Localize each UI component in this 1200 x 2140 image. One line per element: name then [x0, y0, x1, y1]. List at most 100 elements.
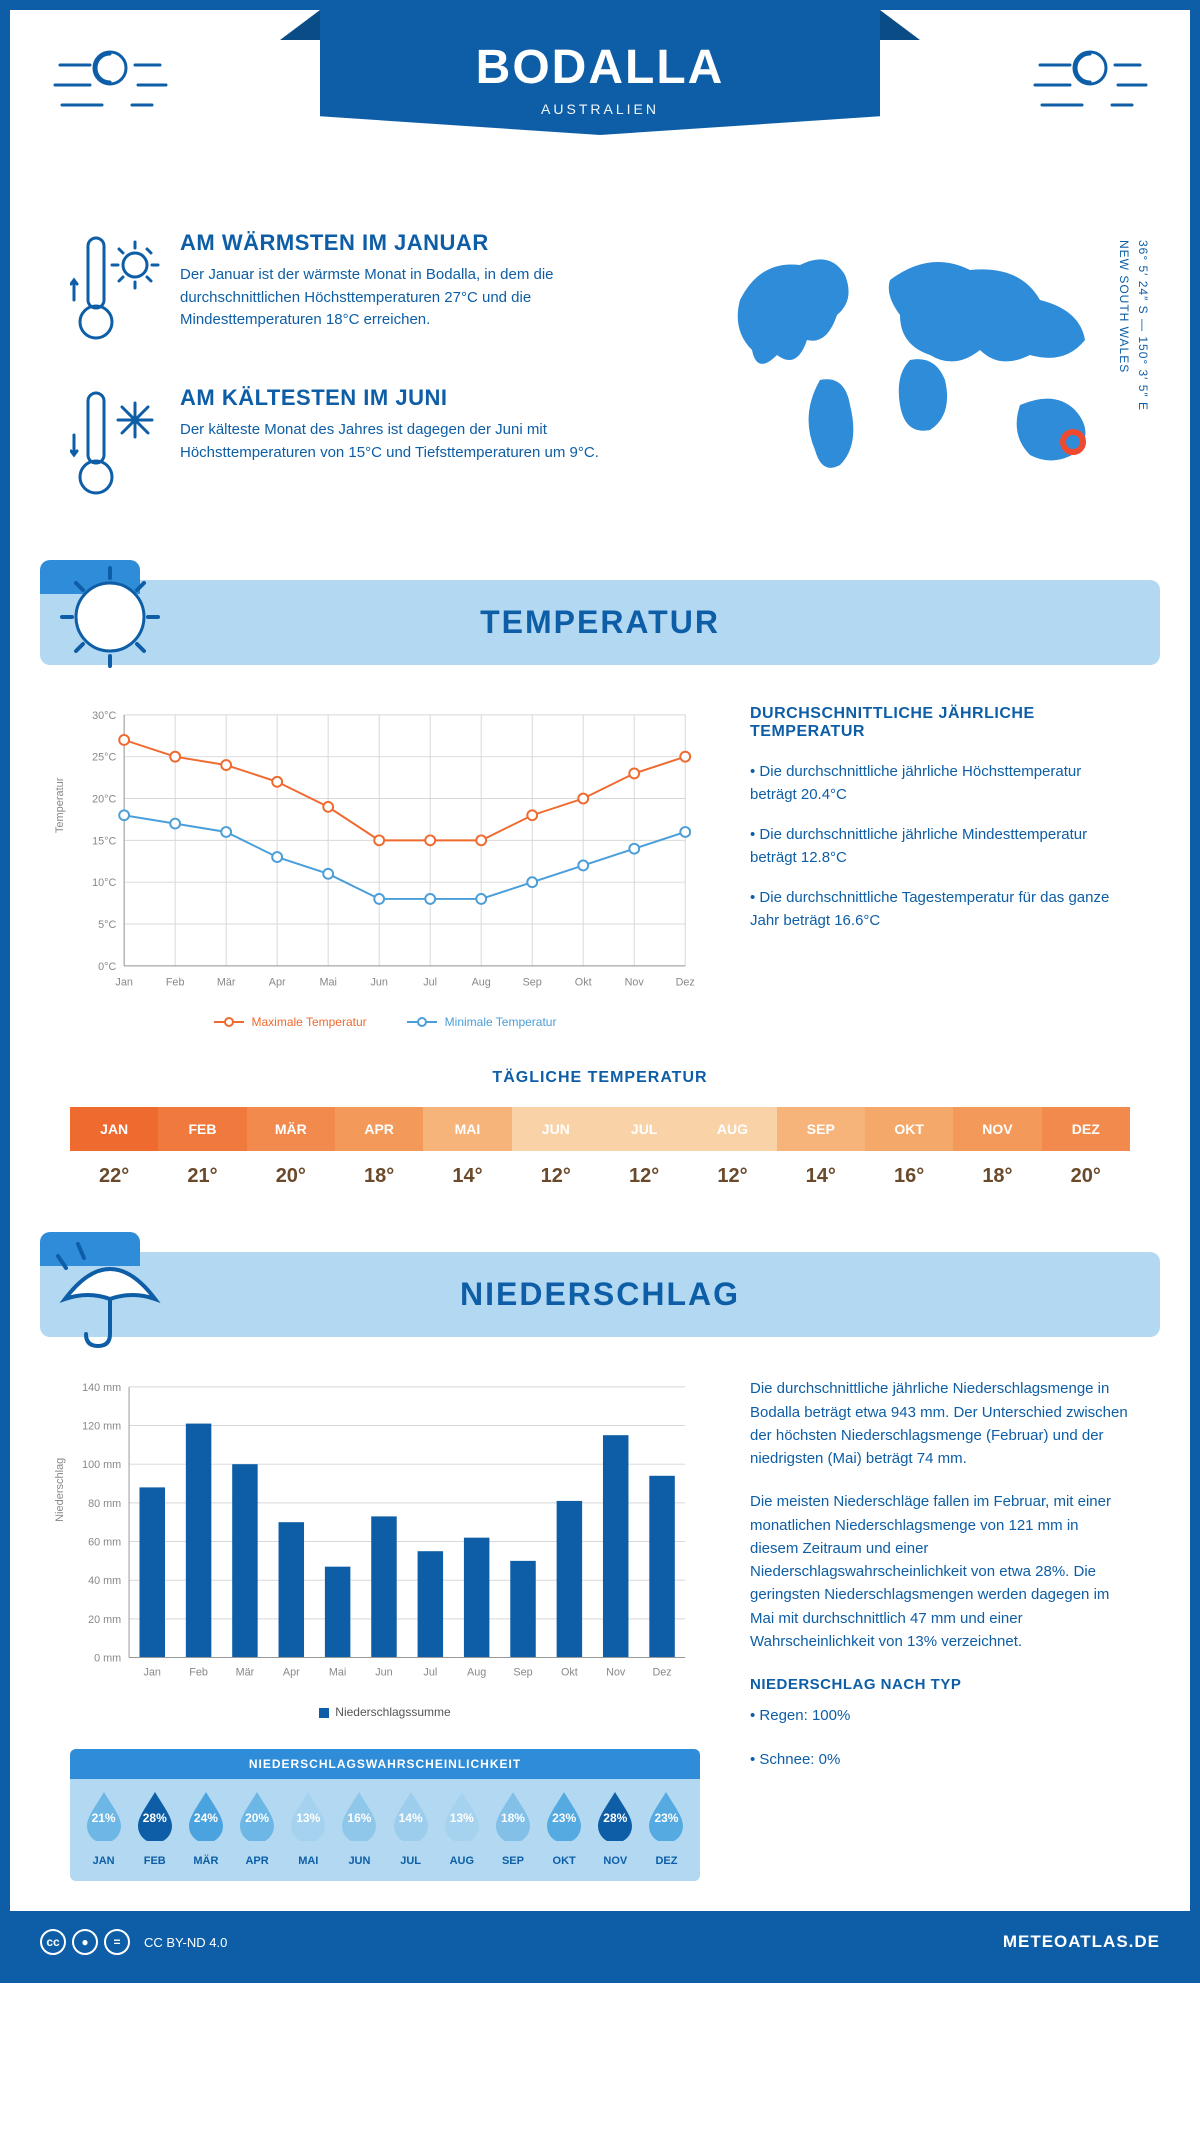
daily-value-cell: 20°	[247, 1151, 335, 1202]
prob-drop: 28%	[590, 1789, 641, 1841]
coordinates-label: 36° 5′ 24″ S — 150° 3′ 5″ ENEW SOUTH WAL…	[1114, 240, 1152, 411]
svg-text:0 mm: 0 mm	[94, 1653, 121, 1665]
daily-month-cell: MÄR	[247, 1107, 335, 1151]
daily-value-cell: 20°	[1042, 1151, 1130, 1202]
precip-type-rain: • Regen: 100%	[750, 1704, 1130, 1727]
precip-section-banner: NIEDERSCHLAG	[40, 1252, 1160, 1337]
daily-value-cell: 16°	[865, 1151, 953, 1202]
license-text: CC BY-ND 4.0	[144, 1935, 227, 1950]
country-subtitle: AUSTRALIEN	[340, 101, 860, 117]
precip-bar-chart: Niederschlag 0 mm20 mm40 mm60 mm80 mm100…	[70, 1377, 700, 1719]
svg-text:Jul: Jul	[423, 1667, 437, 1679]
daily-month-cell: APR	[335, 1107, 423, 1151]
prob-drop: 13%	[283, 1789, 334, 1841]
svg-text:Feb: Feb	[189, 1667, 208, 1679]
thermometer-cold-icon	[70, 385, 160, 510]
svg-text:Jun: Jun	[375, 1667, 392, 1679]
prob-month-label: OKT	[539, 1851, 590, 1867]
svg-text:15°C: 15°C	[92, 835, 116, 847]
precip-probability-table: NIEDERSCHLAGSWAHRSCHEINLICHKEIT 21%28%24…	[70, 1749, 700, 1881]
city-title: BODALLA	[340, 40, 860, 95]
daily-month-cell: SEP	[777, 1107, 865, 1151]
temp-summary-1: • Die durchschnittliche jährliche Höchst…	[750, 761, 1130, 806]
daily-month-cell: DEZ	[1042, 1107, 1130, 1151]
svg-text:30°C: 30°C	[92, 710, 116, 722]
daily-value-cell: 21°	[158, 1151, 246, 1202]
site-name: METEOATLAS.DE	[1003, 1932, 1160, 1952]
temp-y-axis-label: Temperatur	[54, 778, 66, 834]
svg-text:Nov: Nov	[625, 977, 645, 989]
daily-value-cell: 12°	[688, 1151, 776, 1202]
svg-text:Jun: Jun	[370, 977, 387, 989]
daily-month-cell: JUN	[512, 1107, 600, 1151]
legend-high: Maximale Temperatur	[252, 1015, 367, 1029]
prob-month-label: FEB	[129, 1851, 180, 1867]
svg-text:Jan: Jan	[144, 1667, 161, 1679]
nd-icon: =	[104, 1929, 130, 1955]
prob-drop: 28%	[129, 1789, 180, 1841]
temperature-line-chart: Temperatur 0°C5°C10°C15°C20°C25°C30°CJan…	[70, 705, 700, 1029]
prob-month-label: JUN	[334, 1851, 385, 1867]
svg-text:140 mm: 140 mm	[82, 1382, 121, 1394]
coldest-block: AM KÄLTESTEN IM JUNI Der kälteste Monat …	[70, 385, 670, 510]
title-banner: BODALLA AUSTRALIEN	[320, 10, 880, 135]
svg-text:25°C: 25°C	[92, 752, 116, 764]
svg-text:Okt: Okt	[561, 1667, 578, 1679]
cc-icons: cc ● =	[40, 1929, 130, 1955]
header: BODALLA AUSTRALIEN	[10, 10, 1190, 210]
cc-icon: cc	[40, 1929, 66, 1955]
temperature-section-banner: TEMPERATUR	[40, 580, 1160, 665]
svg-text:Aug: Aug	[467, 1667, 486, 1679]
temperature-summary: DURCHSCHNITTLICHE JÄHRLICHE TEMPERATUR •…	[750, 705, 1130, 1029]
daily-value-cell: 18°	[953, 1151, 1041, 1202]
prob-drop: 14%	[385, 1789, 436, 1841]
daily-month-cell: NOV	[953, 1107, 1041, 1151]
precip-summary-text: Die durchschnittliche jährliche Niedersc…	[750, 1377, 1130, 1881]
prob-drop: 20%	[232, 1789, 283, 1841]
svg-text:Jan: Jan	[115, 977, 132, 989]
precip-para-1: Die durchschnittliche jährliche Niedersc…	[750, 1377, 1130, 1470]
svg-text:Mai: Mai	[319, 977, 336, 989]
sun-icon	[40, 562, 180, 682]
svg-text:Dez: Dez	[652, 1667, 671, 1679]
prob-drop: 24%	[180, 1789, 231, 1841]
svg-text:10°C: 10°C	[92, 877, 116, 889]
svg-text:120 mm: 120 mm	[82, 1421, 121, 1433]
svg-text:20 mm: 20 mm	[88, 1614, 121, 1626]
svg-text:Mär: Mär	[217, 977, 236, 989]
daily-value-cell: 22°	[70, 1151, 158, 1202]
precip-y-axis-label: Niederschlag	[54, 1458, 66, 1522]
svg-text:Aug: Aug	[472, 977, 491, 989]
svg-text:Apr: Apr	[269, 977, 286, 989]
svg-text:Apr: Apr	[283, 1667, 300, 1679]
daily-month-cell: AUG	[688, 1107, 776, 1151]
daily-month-cell: FEB	[158, 1107, 246, 1151]
svg-text:Mär: Mär	[236, 1667, 255, 1679]
prob-drop: 16%	[334, 1789, 385, 1841]
svg-text:Mai: Mai	[329, 1667, 346, 1679]
svg-text:0°C: 0°C	[98, 961, 116, 973]
prob-month-label: MAI	[283, 1851, 334, 1867]
prob-month-label: JUL	[385, 1851, 436, 1867]
svg-text:Dez: Dez	[676, 977, 695, 989]
daily-month-cell: JAN	[70, 1107, 158, 1151]
daily-value-cell: 14°	[423, 1151, 511, 1202]
daily-value-cell: 12°	[512, 1151, 600, 1202]
svg-text:Sep: Sep	[513, 1667, 532, 1679]
temp-chart-legend: Maximale Temperatur Minimale Temperatur	[70, 1015, 700, 1029]
prob-drop: 23%	[641, 1789, 692, 1841]
prob-drop: 13%	[436, 1789, 487, 1841]
temp-summary-heading: DURCHSCHNITTLICHE JÄHRLICHE TEMPERATUR	[750, 705, 1130, 741]
daily-month-cell: OKT	[865, 1107, 953, 1151]
prob-drop: 21%	[78, 1789, 129, 1841]
precip-legend: Niederschlagssumme	[70, 1705, 700, 1719]
warmest-text: Der Januar ist der wärmste Monat in Boda…	[180, 264, 670, 332]
temp-summary-3: • Die durchschnittliche Tagestemperatur …	[750, 887, 1130, 932]
daily-temp-title: TÄGLICHE TEMPERATUR	[70, 1069, 1130, 1087]
prob-title: NIEDERSCHLAGSWAHRSCHEINLICHKEIT	[70, 1749, 700, 1779]
world-map-block: 36° 5′ 24″ S — 150° 3′ 5″ ENEW SOUTH WAL…	[710, 230, 1130, 540]
daily-temperature-table: TÄGLICHE TEMPERATUR JANFEBMÄRAPRMAIJUNJU…	[10, 1049, 1190, 1252]
svg-text:60 mm: 60 mm	[88, 1537, 121, 1549]
coldest-text: Der kälteste Monat des Jahres ist dagege…	[180, 419, 670, 464]
prob-month-label: SEP	[487, 1851, 538, 1867]
